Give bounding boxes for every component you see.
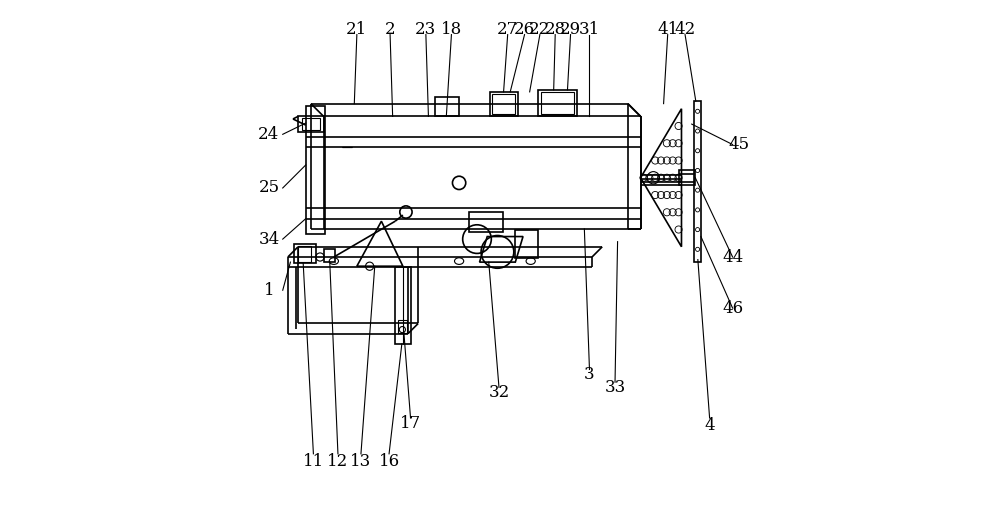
Text: 42: 42	[674, 21, 696, 38]
Bar	[492, 94, 515, 115]
Bar	[306, 106, 325, 234]
Bar	[694, 101, 701, 262]
Bar	[435, 97, 459, 116]
Bar	[324, 249, 335, 262]
Text: 28: 28	[545, 21, 566, 38]
Bar	[541, 92, 574, 115]
Text: 32: 32	[488, 384, 510, 401]
Text: 17: 17	[400, 415, 421, 432]
Bar	[515, 230, 538, 258]
Text: 44: 44	[722, 248, 743, 266]
Text: 18: 18	[441, 21, 462, 38]
Bar	[679, 170, 695, 186]
Text: 22: 22	[529, 21, 551, 38]
Text: 12: 12	[327, 453, 349, 470]
Text: 41: 41	[657, 21, 678, 38]
Text: 13: 13	[350, 453, 372, 470]
Text: 34: 34	[258, 231, 280, 248]
Bar	[294, 244, 316, 263]
Bar	[469, 212, 503, 232]
Bar	[298, 116, 324, 132]
Text: 2: 2	[385, 21, 395, 38]
Text: 25: 25	[258, 179, 279, 196]
Text: 4: 4	[704, 417, 715, 434]
Bar	[395, 267, 411, 344]
Text: 33: 33	[604, 379, 626, 396]
Text: 24: 24	[258, 126, 280, 143]
Text: 1: 1	[264, 282, 274, 299]
Bar	[490, 92, 518, 116]
Text: 46: 46	[722, 300, 743, 317]
Text: 31: 31	[579, 21, 600, 38]
Bar	[538, 90, 577, 116]
Text: 21: 21	[346, 21, 367, 38]
Bar	[302, 118, 320, 130]
Text: 16: 16	[379, 453, 400, 470]
Text: 26: 26	[514, 21, 535, 38]
Bar	[398, 320, 407, 333]
Text: 29: 29	[560, 21, 581, 38]
Text: 45: 45	[729, 136, 750, 153]
Text: 11: 11	[303, 453, 324, 470]
Text: 3: 3	[584, 366, 595, 383]
Text: 23: 23	[415, 21, 436, 38]
Text: 27: 27	[497, 21, 518, 38]
Bar	[298, 246, 311, 262]
